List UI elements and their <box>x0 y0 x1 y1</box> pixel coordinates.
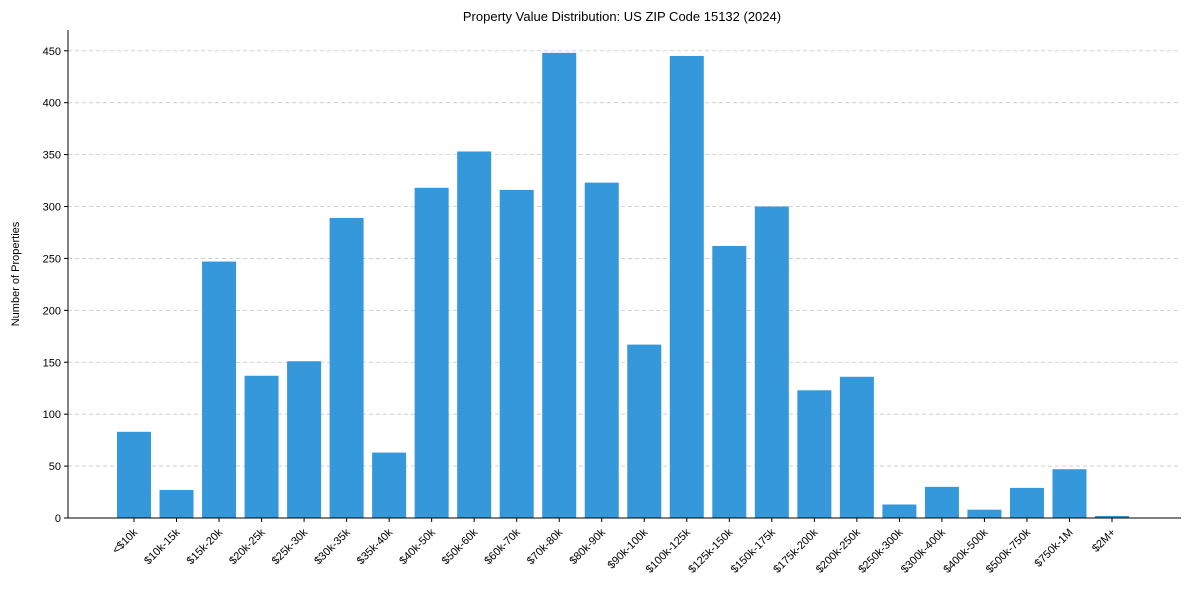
bar <box>372 452 407 518</box>
bar <box>1095 515 1129 518</box>
bar <box>669 55 704 518</box>
x-tick-label: $100k-125k <box>644 526 693 575</box>
bar <box>754 206 789 519</box>
bar <box>117 431 151 518</box>
x-tick-label: $35k-40k <box>355 526 396 567</box>
x-tick-label: $70k-80k <box>525 526 566 567</box>
x-tick-label: $125k-150k <box>686 526 735 575</box>
y-ticks: 0 50 100 150 200 250 300 350 400 450 <box>43 46 68 525</box>
x-tick-label: $15k-20k <box>185 526 226 567</box>
x-ticks: <$10k $10k-15k $15k-20k $20k-25k $25k-30k $30… <box>110 518 1118 576</box>
y-tick-label: 200 <box>43 305 61 317</box>
axes <box>67 30 1181 519</box>
y-tick-label: 0 <box>55 513 61 525</box>
bar <box>1052 469 1087 518</box>
x-tick-label: $200k-250k <box>814 526 863 575</box>
y-tick-label: 350 <box>43 150 61 162</box>
bar <box>287 361 322 518</box>
y-tick-label: 400 <box>43 98 61 110</box>
x-tick-label: $90k-100k <box>606 526 651 571</box>
bar <box>627 344 662 518</box>
x-tick-label: $20k-25k <box>227 526 268 567</box>
chart-title: Property Value Distribution: US ZIP Code… <box>463 9 781 24</box>
bar <box>712 245 747 519</box>
y-tick-label: 50 <box>49 461 61 473</box>
bar <box>159 489 194 518</box>
x-tick-label: $2M+ <box>1090 527 1118 555</box>
x-tick-label: $40k-50k <box>397 526 438 567</box>
bar <box>967 509 1002 518</box>
y-tick-label: 300 <box>43 202 61 214</box>
x-tick-label: $50k-60k <box>440 526 481 567</box>
y-axis-label: Number of Properties <box>10 221 22 326</box>
x-tick-label: $400k-500k <box>941 526 990 575</box>
bar <box>882 504 917 518</box>
bar <box>584 182 619 518</box>
x-tick-label: $25k-30k <box>270 526 311 567</box>
y-tick-label: 450 <box>43 46 61 58</box>
bar <box>457 151 492 519</box>
bar <box>244 375 279 518</box>
x-tick-label: $500k-750k <box>984 526 1033 575</box>
x-tick-label: $80k-90k <box>567 526 608 567</box>
x-tick-label: $10k-15k <box>142 526 183 567</box>
x-tick-label: $750k-1M <box>1033 527 1076 570</box>
bar <box>202 261 237 518</box>
y-tick-label: 250 <box>43 253 61 265</box>
bar <box>329 217 364 518</box>
bar <box>1009 487 1044 518</box>
x-tick-label: $30k-35k <box>312 526 353 567</box>
bar <box>499 189 534 518</box>
x-tick-label: $150k-175k <box>729 526 778 575</box>
x-tick-label: $250k-300k <box>856 526 905 575</box>
bars <box>117 52 1129 519</box>
y-tick-label: 100 <box>43 409 61 421</box>
x-tick-label: $60k-70k <box>482 526 523 567</box>
bar <box>414 187 449 518</box>
bar <box>797 390 832 518</box>
bar <box>924 486 959 518</box>
x-tick-label: $175k-200k <box>771 526 820 575</box>
x-tick-label: $300k-400k <box>899 526 948 575</box>
x-tick-label: <$10k <box>110 526 140 556</box>
bar <box>839 376 874 518</box>
bar <box>542 52 577 518</box>
y-tick-label: 150 <box>43 357 61 369</box>
